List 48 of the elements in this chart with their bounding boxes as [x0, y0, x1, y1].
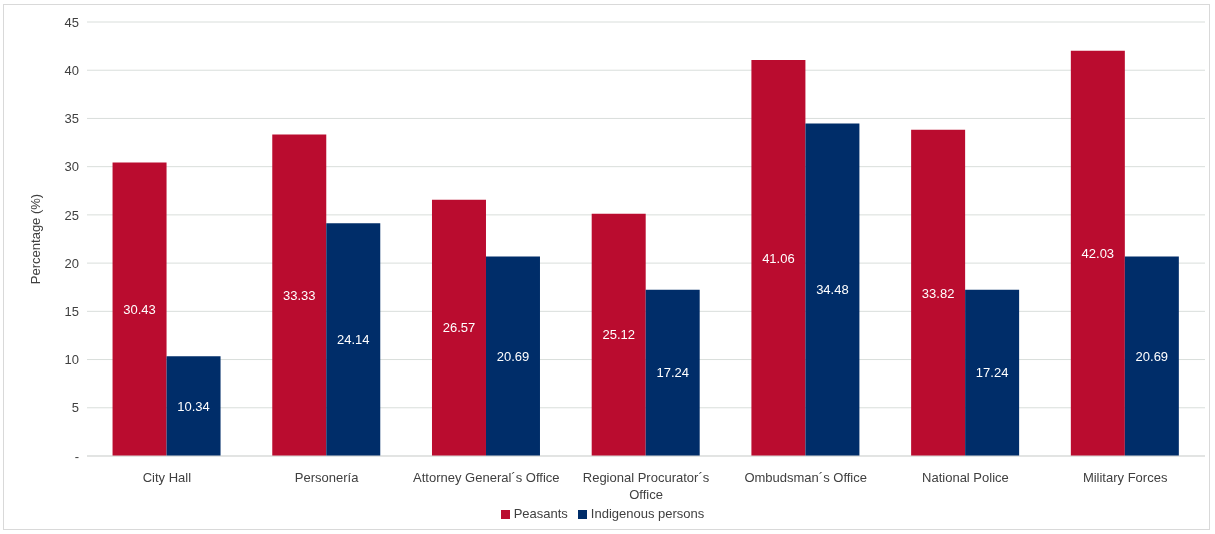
y-tick-label: 10	[64, 352, 79, 368]
x-tick-label: Ombudsman´s Office	[744, 469, 868, 485]
bar	[485, 256, 540, 456]
bar	[112, 162, 167, 456]
data-label: 33.33	[283, 287, 316, 303]
y-tick-label: 5	[71, 400, 79, 416]
data-label: 17.24	[975, 365, 1009, 381]
data-label: 20.69	[1135, 348, 1169, 364]
y-tick-label: 45	[64, 14, 79, 30]
bar	[1124, 256, 1179, 456]
x-tick-label: National Police	[922, 469, 1009, 485]
x-tick-label: Military Forces	[1082, 469, 1168, 485]
y-tick-label: -	[74, 448, 79, 464]
y-tick-label: 35	[64, 111, 79, 127]
data-label: 20.69	[496, 348, 530, 364]
y-tick-label: 40	[64, 62, 79, 78]
data-label: 34.48	[816, 282, 849, 298]
bar	[751, 60, 806, 456]
bar	[326, 223, 381, 456]
bar	[1070, 50, 1125, 456]
data-label: 25.12	[602, 327, 635, 343]
data-label: 24.14	[337, 332, 370, 348]
bar	[805, 123, 860, 456]
legend-label: Indigenous persons	[590, 506, 705, 521]
y-axis-title: Percentage (%)	[27, 193, 43, 285]
x-tick-label: Attorney General´s Office	[413, 469, 560, 485]
y-tick-label: 25	[64, 207, 79, 223]
y-tick-label: 15	[64, 303, 79, 319]
bar	[166, 356, 221, 456]
bar	[911, 129, 966, 456]
bar	[272, 134, 327, 456]
data-label: 30.43	[123, 301, 156, 317]
data-label: 17.24	[656, 365, 689, 381]
legend-label: Peasants	[513, 506, 568, 521]
data-label: 42.03	[1081, 245, 1115, 261]
data-label: 26.57	[442, 320, 476, 336]
data-label: 41.06	[762, 250, 795, 266]
data-label: 33.82	[921, 285, 955, 301]
bar	[965, 289, 1020, 456]
bar	[591, 213, 646, 456]
x-tick-label: Personería	[294, 469, 360, 485]
bar	[431, 199, 486, 456]
bar	[645, 289, 700, 456]
x-tick-label: Regional Procurator´s Office	[582, 469, 710, 502]
y-tick-label: 30	[64, 159, 79, 175]
x-tick-label: City Hall	[142, 469, 192, 485]
data-label: 10.34	[177, 398, 210, 414]
y-tick-label: 20	[64, 255, 79, 271]
